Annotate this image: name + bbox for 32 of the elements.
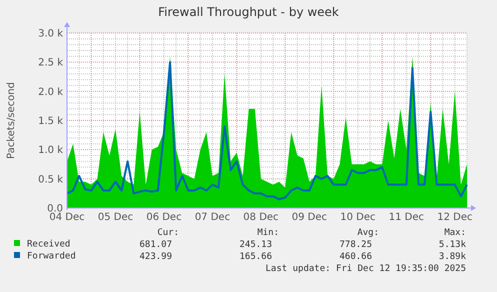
- y-tick-label: 1.5 k: [38, 116, 64, 127]
- text: Cur:: [157, 228, 179, 238]
- text: 165.66: [239, 252, 272, 262]
- legend-label: Forwarded: [27, 252, 76, 262]
- text: 460.66: [339, 252, 372, 262]
- text: Last update: Fri Dec 12 19:35:00 2025: [266, 264, 466, 274]
- text: 5.13k: [438, 240, 467, 250]
- y-tick-label: 0.5 k: [38, 174, 64, 186]
- chart-title: Firewall Throughput - by week: [158, 5, 339, 19]
- text: 778.25: [339, 240, 372, 250]
- x-tick-label: 07 Dec: [194, 212, 230, 223]
- x-tick-label: 04 Dec: [49, 212, 85, 223]
- y-tick-label: 1.0 k: [38, 145, 64, 156]
- text: Max:: [444, 228, 466, 238]
- text: 681.07: [139, 240, 172, 250]
- x-tick-label: 10 Dec: [340, 212, 376, 223]
- text: 423.99: [139, 252, 172, 262]
- y-axis-title: Packets/second: [6, 82, 17, 159]
- text: 3.89k: [438, 252, 467, 262]
- x-tick-label: 09 Dec: [292, 212, 328, 223]
- x-tick-label: 08 Dec: [243, 212, 279, 223]
- y-tick-label: 3.0 k: [38, 28, 64, 40]
- y-tick-label: 2.0 k: [38, 86, 64, 98]
- y-tick-label: 2.5 k: [38, 58, 64, 69]
- x-tick-label: 05 Dec: [98, 212, 134, 223]
- legend-label: Received: [27, 240, 70, 250]
- x-tick-label: 12 Dec: [437, 212, 473, 223]
- text: Avg:: [357, 228, 379, 238]
- x-tick-label: 11 Dec: [388, 212, 424, 223]
- text: Min:: [257, 228, 279, 238]
- x-tick-label: 06 Dec: [146, 212, 182, 223]
- text: 245.13: [239, 240, 272, 250]
